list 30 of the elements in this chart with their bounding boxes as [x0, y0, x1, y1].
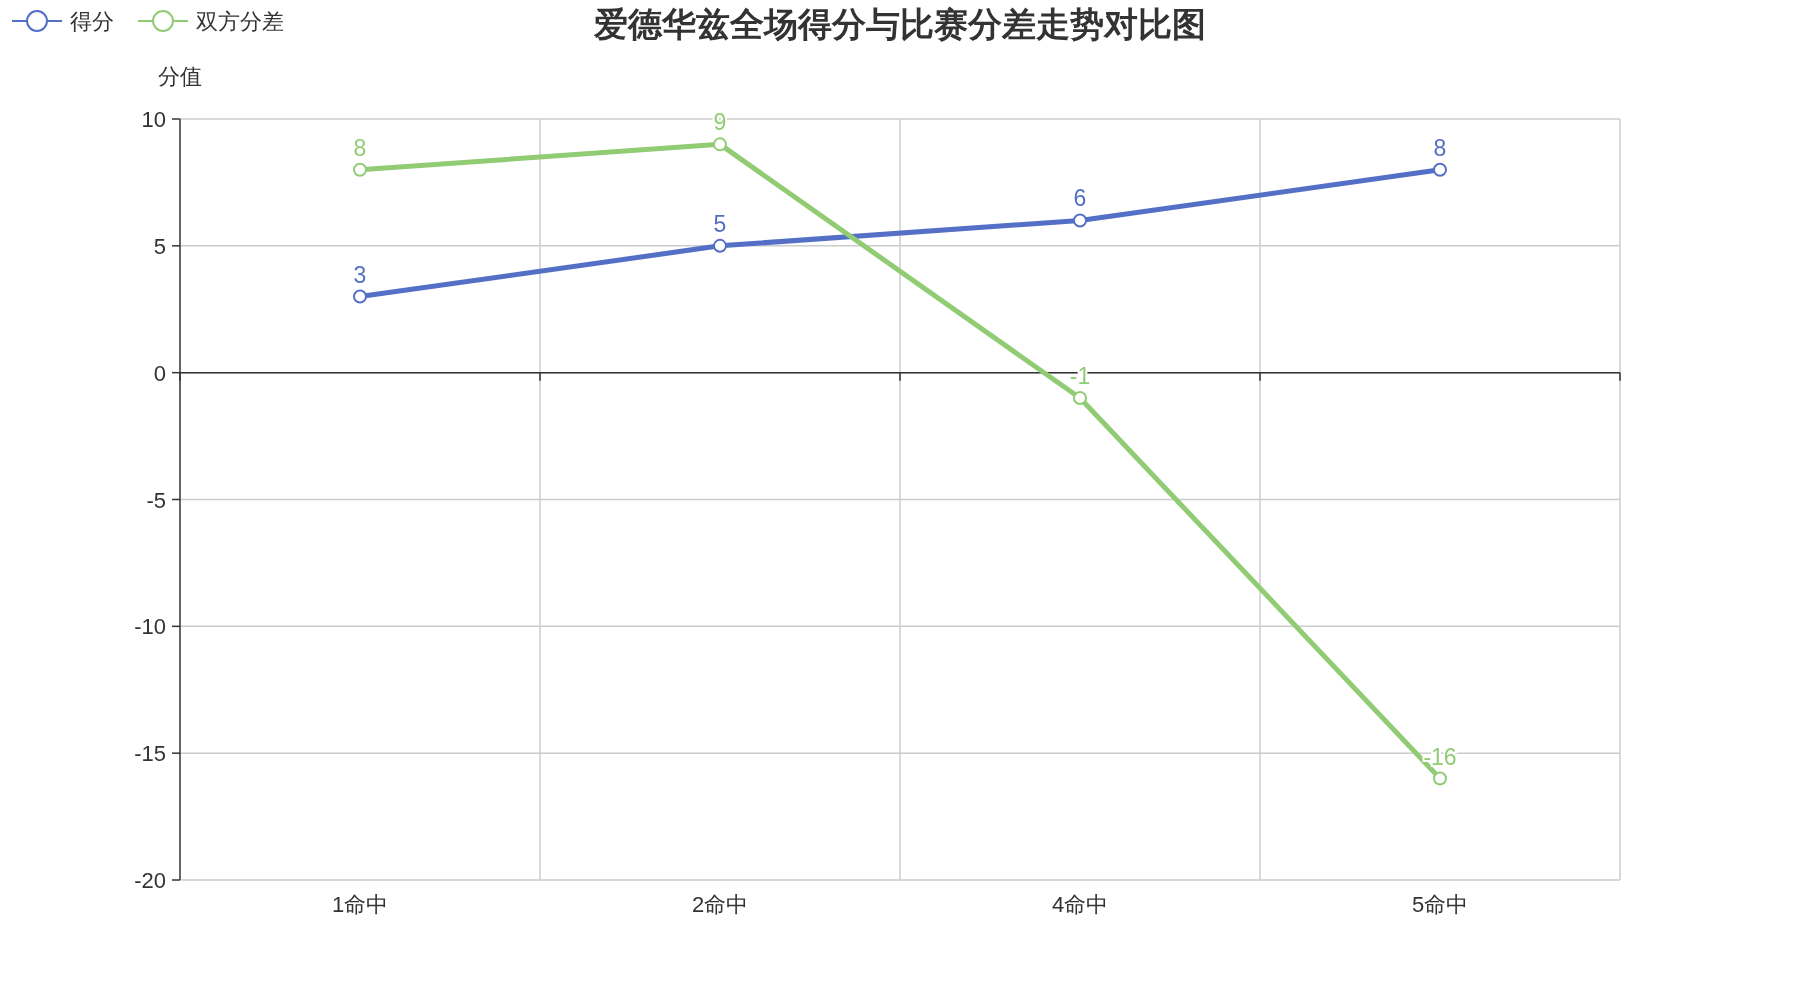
point [1073, 213, 1087, 228]
data-label: 5 [713, 210, 727, 237]
point [353, 162, 367, 177]
x-tick-label: 5命中 [1411, 892, 1469, 917]
chart-title: 爱德华兹全场得分与比赛分差走势对比图 [593, 5, 1206, 43]
y-tick-label: 10 [141, 107, 166, 132]
y-tick-label: -10 [134, 614, 166, 640]
data-label: -16 [1423, 743, 1457, 770]
y-tick-label: -20 [134, 868, 166, 893]
point [353, 289, 367, 304]
data-label: 8 [1433, 134, 1447, 161]
point [1073, 391, 1087, 406]
y-axis-title: 分值 [158, 64, 202, 89]
y-tick-label: -15 [134, 741, 166, 767]
legend-label: 双方分差 [196, 9, 284, 34]
x-tick-label: 1命中 [331, 892, 389, 917]
y-tick-label: 5 [153, 233, 166, 259]
point [1433, 162, 1447, 177]
point [1433, 771, 1447, 786]
point [713, 238, 727, 253]
data-label: 9 [713, 109, 727, 136]
x-tick-label: 4命中 [1051, 892, 1109, 917]
y-tick-label: 0 [153, 360, 166, 386]
data-label: 6 [1073, 185, 1087, 212]
x-tick-label: 2命中 [691, 892, 749, 917]
legend-label: 得分 [70, 9, 114, 34]
y-tick-label: -5 [146, 487, 166, 513]
data-label: 3 [353, 261, 367, 288]
data-label: 8 [353, 134, 367, 161]
point [713, 137, 727, 152]
